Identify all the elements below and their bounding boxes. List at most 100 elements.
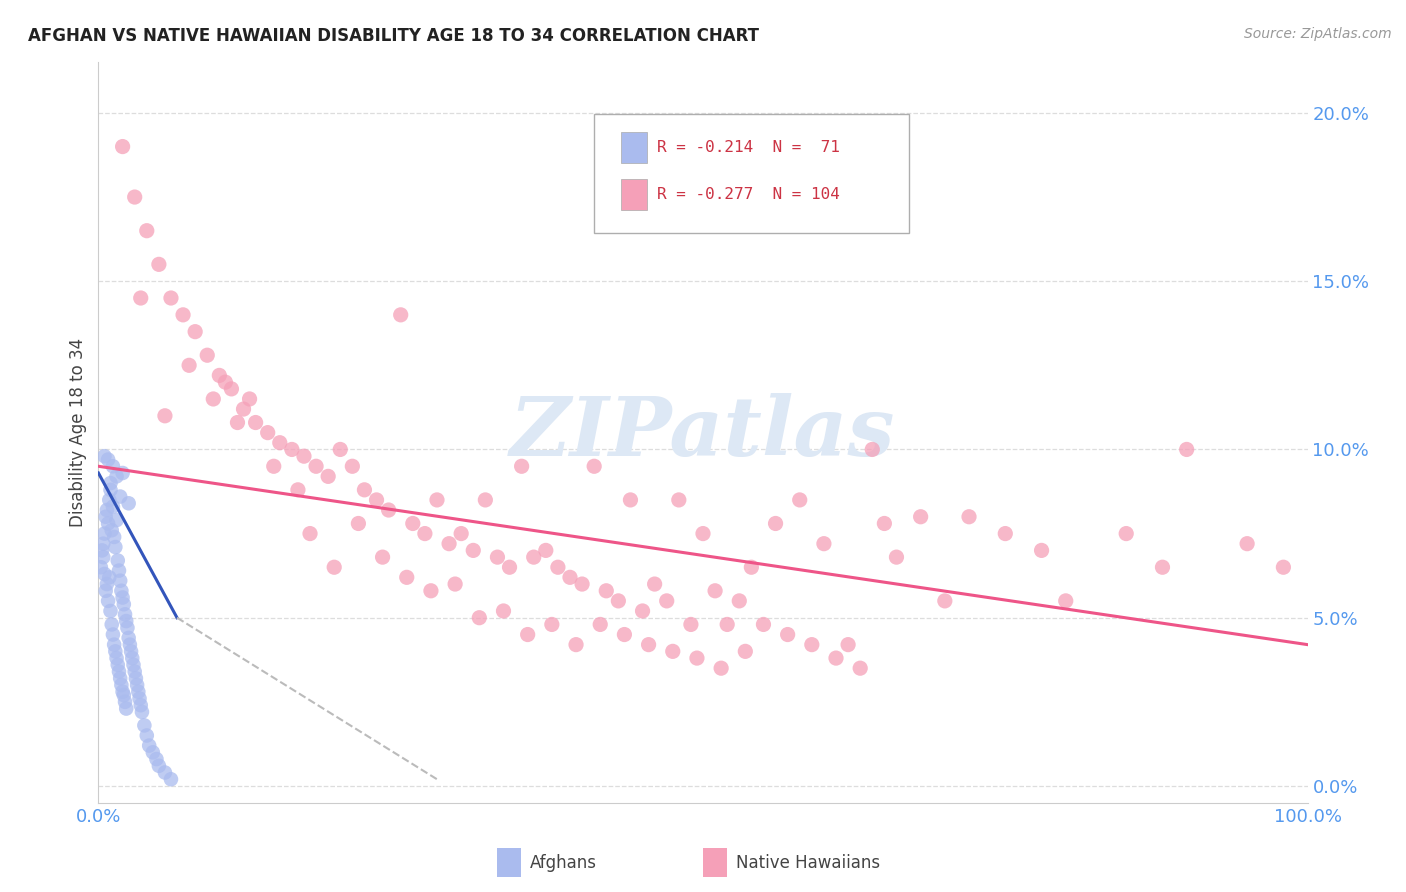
Point [655,594,678,608]
Point [115,614,138,628]
Point [534,543,557,558]
Point [299,526,322,541]
Point [91,536,114,550]
Point [547,560,569,574]
Point [377,503,399,517]
Point [97,594,120,608]
Point [179,359,201,373]
Point [142,745,165,759]
Point [98,492,121,507]
Point [107,553,129,567]
Text: Native Hawaiians: Native Hawaiians [735,854,880,871]
Point [413,526,436,541]
Point [571,577,593,591]
Point [195,348,218,362]
Point [118,638,141,652]
Point [704,583,727,598]
Point [607,594,630,608]
Point [105,469,128,483]
Point [389,308,412,322]
Point [148,257,170,271]
Point [93,566,115,581]
Point [108,564,131,578]
Point [107,657,129,672]
Point [208,368,231,383]
Point [101,627,124,641]
Point [287,483,309,497]
Point [263,459,285,474]
Point [994,526,1017,541]
Text: ZIPatlas: ZIPatlas [510,392,896,473]
Point [886,550,908,565]
Point [94,509,117,524]
Point [94,583,117,598]
Point [111,466,134,480]
Point [752,617,775,632]
Point [316,469,339,483]
Point [135,224,157,238]
Point [679,617,702,632]
Point [371,550,394,565]
Point [108,665,131,679]
Point [172,308,194,322]
Point [1272,560,1295,574]
Point [342,459,364,474]
Point [108,490,131,504]
Point [450,526,472,541]
Point [1152,560,1174,574]
Point [498,560,520,574]
Point [100,476,122,491]
Point [111,139,134,153]
Point [813,536,835,550]
Point [957,509,980,524]
Point [104,644,127,658]
Point [825,651,848,665]
FancyBboxPatch shape [595,114,908,233]
Point [486,550,509,565]
Point [129,291,152,305]
Point [91,543,114,558]
Bar [621,132,647,163]
Bar [498,847,522,877]
Point [395,570,418,584]
Point [184,325,207,339]
Point [101,500,124,514]
Point [103,638,125,652]
Point [353,483,375,497]
Point [114,607,136,622]
Point [661,644,683,658]
Point [613,627,636,641]
Point [100,617,122,632]
Point [1031,543,1053,558]
Point [90,560,112,574]
Point [558,570,581,584]
Point [115,701,138,715]
Point [245,416,267,430]
Point [281,442,304,457]
Point [716,617,738,632]
Point [426,492,449,507]
Point [105,513,128,527]
Point [100,483,122,497]
Point [305,459,328,474]
Text: AFGHAN VS NATIVE HAWAIIAN DISABILITY AGE 18 TO 34 CORRELATION CHART: AFGHAN VS NATIVE HAWAIIAN DISABILITY AGE… [28,27,759,45]
Point [516,627,538,641]
Point [127,685,149,699]
Point [492,604,515,618]
Point [124,665,146,679]
Point [112,688,135,702]
Point [121,651,143,665]
Point [468,610,491,624]
Point [124,190,146,204]
Point [734,644,756,658]
Point [728,594,751,608]
Point [789,492,811,507]
Point [117,621,139,635]
Point [226,416,249,430]
Point [122,657,145,672]
Point [153,409,176,423]
Point [437,536,460,550]
Point [135,729,157,743]
Point [101,459,124,474]
Point [583,459,606,474]
